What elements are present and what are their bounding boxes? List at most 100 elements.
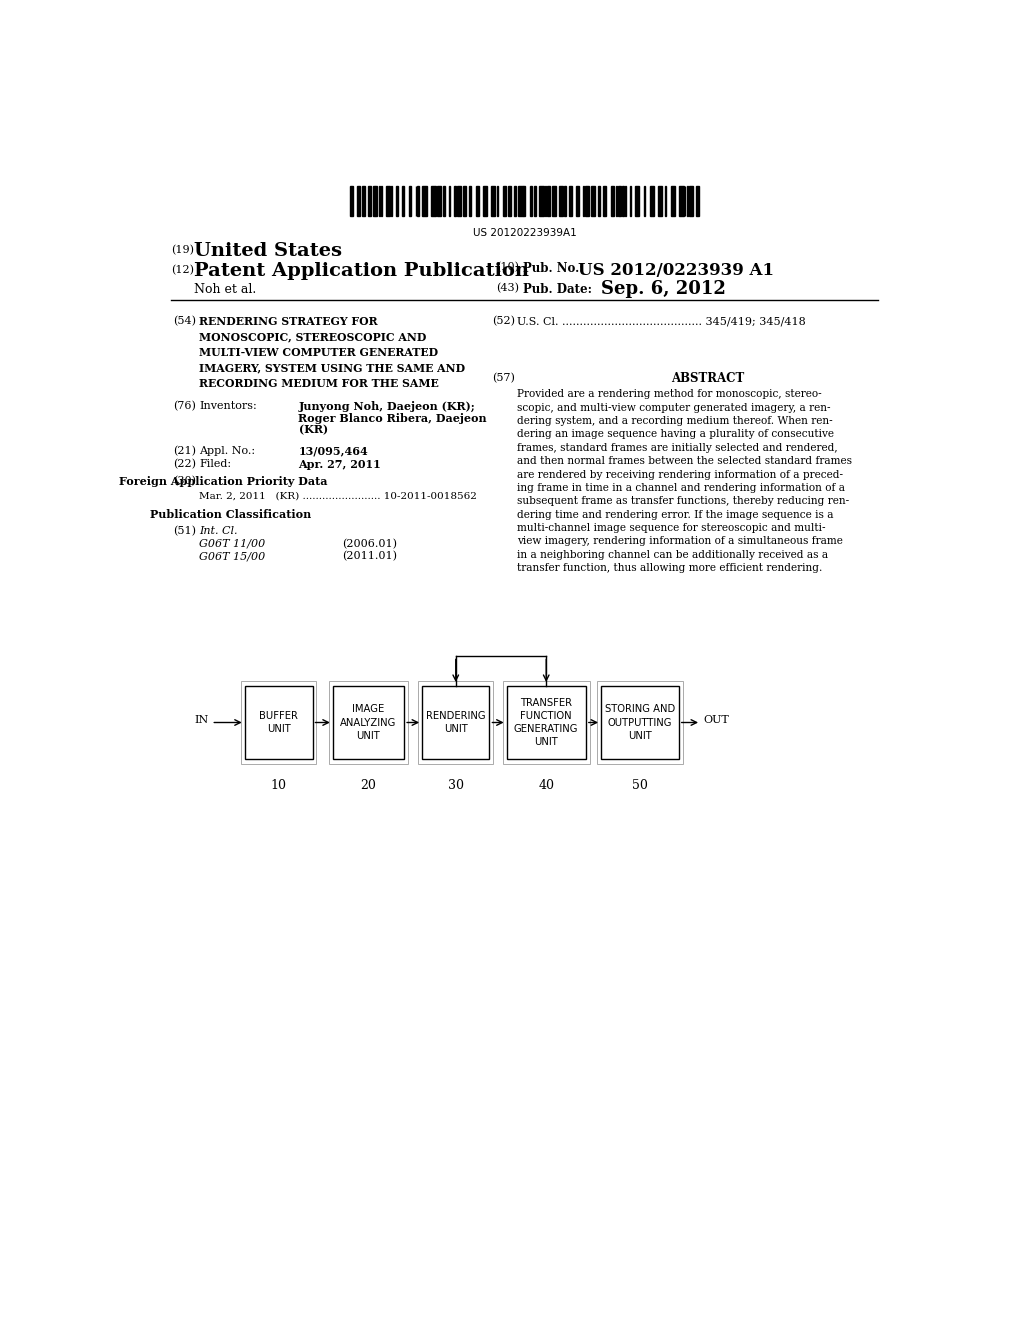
Bar [603, 186, 606, 216]
Bar [508, 186, 511, 216]
Bar [401, 186, 404, 216]
Bar [523, 186, 525, 216]
Text: Int. Cl.: Int. Cl. [200, 525, 238, 536]
Text: (43): (43) [496, 284, 519, 293]
Text: 30: 30 [447, 779, 464, 792]
Bar [507, 686, 586, 759]
Bar [630, 186, 632, 216]
Bar [650, 186, 654, 216]
Bar [679, 186, 684, 216]
Bar [422, 686, 489, 759]
Bar [437, 186, 440, 216]
Text: Pub. No.:: Pub. No.: [523, 261, 584, 275]
Text: Appl. No.:: Appl. No.: [200, 446, 255, 455]
Bar [418, 681, 494, 764]
Bar [547, 186, 551, 216]
Bar [644, 186, 645, 216]
Bar [568, 186, 572, 216]
Text: IMAGE
ANALYZING
UNIT: IMAGE ANALYZING UNIT [340, 705, 396, 741]
Bar [540, 186, 544, 216]
Bar [601, 686, 679, 759]
Bar [591, 186, 595, 216]
Bar [458, 186, 461, 216]
Text: BUFFER
UNIT: BUFFER UNIT [259, 711, 298, 734]
Text: (10): (10) [496, 261, 519, 272]
Text: US 20120223939A1: US 20120223939A1 [473, 228, 577, 238]
Bar [357, 186, 359, 216]
Bar [482, 186, 487, 216]
Text: RENDERING
UNIT: RENDERING UNIT [426, 711, 485, 734]
Text: G06T 15/00: G06T 15/00 [200, 552, 265, 561]
Bar [368, 186, 371, 216]
Bar [503, 681, 590, 764]
Text: OUT: OUT [703, 715, 729, 726]
Bar [598, 186, 600, 216]
Bar [503, 186, 506, 216]
Text: (KR): (KR) [299, 424, 328, 436]
Text: US 2012/0223939 A1: US 2012/0223939 A1 [578, 261, 773, 279]
Bar [514, 186, 516, 216]
Text: Provided are a rendering method for monoscopic, stereo-
scopic, and multi-view c: Provided are a rendering method for mono… [517, 389, 852, 573]
Text: (52): (52) [493, 317, 515, 326]
Bar [409, 186, 412, 216]
Text: Pub. Date:: Pub. Date: [523, 284, 592, 296]
Bar [689, 186, 693, 216]
Text: Junyong Noh, Daejeon (KR);: Junyong Noh, Daejeon (KR); [299, 401, 475, 412]
Bar [475, 186, 479, 216]
Text: Apr. 27, 2011: Apr. 27, 2011 [299, 459, 381, 470]
Bar [617, 186, 621, 216]
Text: (19): (19) [171, 244, 194, 255]
Bar [373, 186, 375, 216]
Text: Mar. 2, 2011   (KR) ........................ 10-2011-0018562: Mar. 2, 2011 (KR) ......................… [200, 491, 477, 500]
Text: (51): (51) [173, 525, 196, 536]
Text: Inventors:: Inventors: [200, 401, 257, 411]
Text: IN: IN [195, 715, 209, 726]
Bar [431, 186, 435, 216]
Bar [333, 686, 404, 759]
Bar [559, 186, 562, 216]
Text: (54): (54) [173, 317, 196, 326]
Text: Patent Application Publication: Patent Application Publication [194, 261, 528, 280]
Bar [534, 186, 536, 216]
Bar [350, 186, 353, 216]
Bar [469, 186, 471, 216]
Text: Publication Classification: Publication Classification [151, 508, 311, 520]
Text: United States: United States [194, 242, 342, 260]
Bar [423, 186, 427, 216]
Text: 10: 10 [270, 779, 287, 792]
Text: (76): (76) [173, 401, 196, 412]
Bar [597, 681, 683, 764]
Text: 20: 20 [360, 779, 377, 792]
Text: (2011.01): (2011.01) [342, 552, 397, 561]
Bar [241, 681, 316, 764]
Bar [396, 186, 398, 216]
Bar [586, 186, 589, 216]
Text: Roger Blanco Ribera, Daejeon: Roger Blanco Ribera, Daejeon [299, 412, 487, 424]
Bar [329, 681, 409, 764]
Text: TRANSFER
FUNCTION
GENERATING
UNIT: TRANSFER FUNCTION GENERATING UNIT [514, 698, 579, 747]
Text: Noh et al.: Noh et al. [194, 284, 256, 296]
Bar [386, 186, 390, 216]
Text: ABSTRACT: ABSTRACT [671, 372, 744, 385]
Text: Filed:: Filed: [200, 459, 231, 469]
Text: (30): (30) [173, 475, 196, 486]
Text: RENDERING STRATEGY FOR
MONOSCOPIC, STEREOSCOPIC AND
MULTI-VIEW COMPUTER GENERATE: RENDERING STRATEGY FOR MONOSCOPIC, STERE… [200, 317, 466, 389]
Text: (57): (57) [493, 372, 515, 383]
Bar [361, 186, 365, 216]
Text: Foreign Application Priority Data: Foreign Application Priority Data [119, 475, 328, 487]
Bar [518, 186, 522, 216]
Text: (22): (22) [173, 459, 196, 469]
Text: 40: 40 [539, 779, 554, 792]
Bar [635, 186, 639, 216]
Bar [245, 686, 312, 759]
Text: (12): (12) [171, 264, 194, 275]
Bar [443, 186, 445, 216]
Text: (21): (21) [173, 446, 196, 455]
Bar [622, 186, 624, 216]
Text: (2006.01): (2006.01) [342, 539, 397, 549]
Text: G06T 11/00: G06T 11/00 [200, 539, 265, 549]
Text: STORING AND
OUTPUTTING
UNIT: STORING AND OUTPUTTING UNIT [605, 705, 675, 741]
Bar [464, 186, 466, 216]
Bar [492, 186, 495, 216]
Bar [529, 186, 532, 216]
